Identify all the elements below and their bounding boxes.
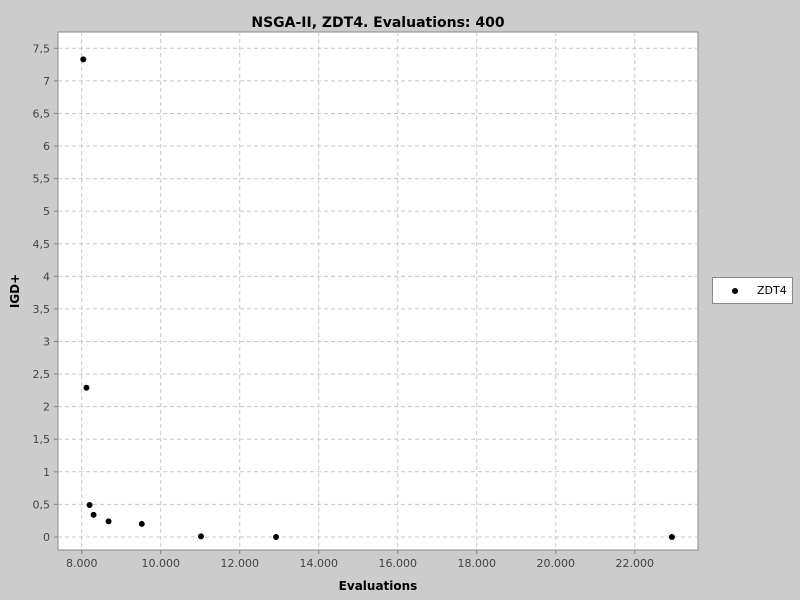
x-axis-label: Evaluations xyxy=(339,579,418,593)
y-tick-label: 3,5 xyxy=(33,303,51,316)
x-tick-label: 18.000 xyxy=(458,557,497,570)
legend: ZDT4 xyxy=(712,277,793,304)
y-tick-label: 2 xyxy=(43,401,50,414)
y-tick-label: 4 xyxy=(43,270,50,283)
y-tick-label: 4,5 xyxy=(33,238,51,251)
y-tick-label: 0,5 xyxy=(33,498,51,511)
axis-layer: 8.000 10.000 12.000 14.000 16.000 18.000 20.00… xyxy=(33,42,655,570)
x-tick-label: 22.000 xyxy=(616,557,655,570)
plot-area xyxy=(57,31,699,551)
legend-marker-icon xyxy=(732,288,738,294)
points-layer xyxy=(80,56,675,540)
data-point xyxy=(273,533,280,540)
y-tick-label: 5 xyxy=(43,205,50,218)
data-point xyxy=(105,518,112,525)
data-point xyxy=(80,56,87,63)
y-tick-label: 2,5 xyxy=(33,368,51,381)
x-tick-label: 16.000 xyxy=(379,557,418,570)
grid-layer xyxy=(58,32,698,550)
x-tick-label: 14.000 xyxy=(299,557,338,570)
y-tick-label: 7 xyxy=(43,75,50,88)
data-point xyxy=(138,520,145,527)
y-tick-label: 7,5 xyxy=(33,42,51,55)
y-tick-label: 5,5 xyxy=(33,173,51,186)
legend-label: ZDT4 xyxy=(757,284,787,297)
data-point xyxy=(198,533,205,540)
data-point xyxy=(668,533,675,540)
y-tick-label: 1,5 xyxy=(33,433,51,446)
x-tick-label: 20.000 xyxy=(537,557,576,570)
x-tick-label: 10.000 xyxy=(141,557,180,570)
x-tick-label: 12.000 xyxy=(220,557,259,570)
y-tick-label: 3 xyxy=(43,335,50,348)
y-tick-label: 1 xyxy=(43,466,50,479)
y-tick-label: 6,5 xyxy=(33,107,51,120)
data-point xyxy=(83,384,90,391)
x-tick-label: 8.000 xyxy=(66,557,98,570)
y-tick-label: 6 xyxy=(43,140,50,153)
y-axis-label: IGD+ xyxy=(8,274,22,308)
data-point xyxy=(90,511,97,518)
chart-title: NSGA-II, ZDT4. Evaluations: 400 xyxy=(251,15,505,31)
y-tick-label: 0 xyxy=(43,531,50,544)
data-point xyxy=(86,502,93,509)
